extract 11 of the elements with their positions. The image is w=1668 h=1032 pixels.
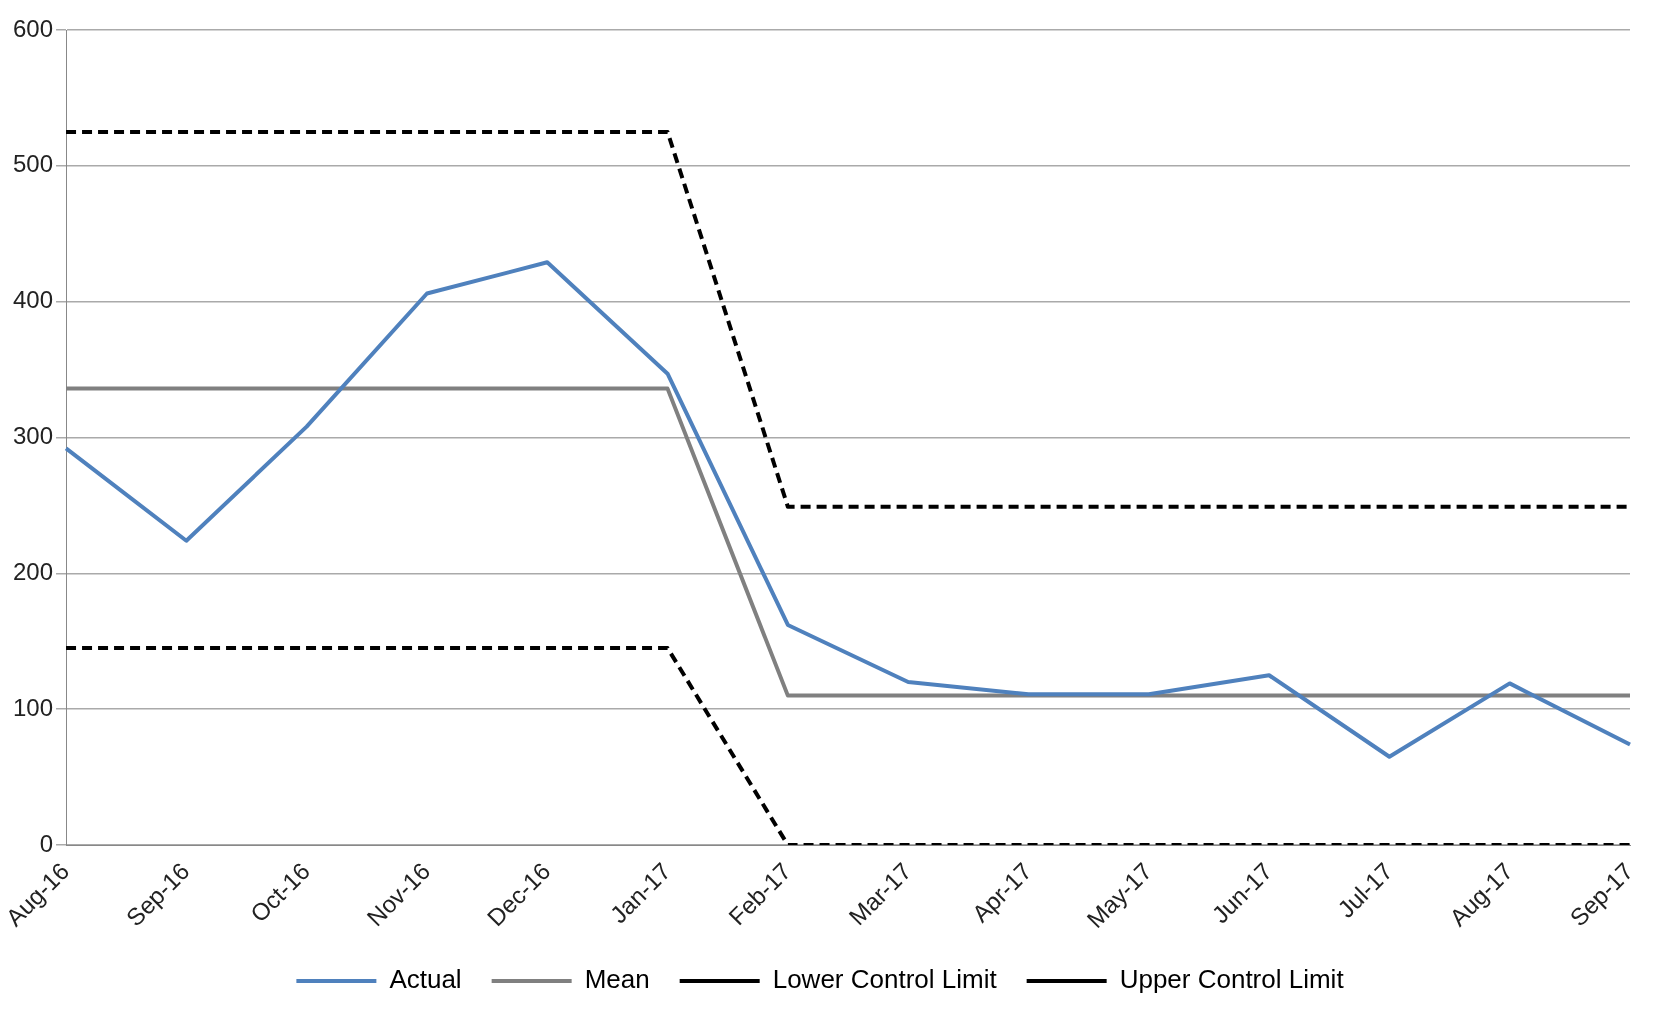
y-tick-label: 600 [13,14,54,42]
y-tick-label: 100 [13,693,54,721]
legend-label: Actual [389,964,462,995]
y-tick-label: 200 [13,557,54,585]
legend-label: Lower Control Limit [772,964,998,995]
y-tick-label: 300 [13,422,54,450]
y-tick-label: 400 [13,286,54,314]
legend-label: Upper Control Limit [1119,964,1345,995]
y-tick-label: 500 [13,150,54,178]
y-tick-label: 0 [39,829,54,857]
legend-label: Mean [584,964,650,995]
